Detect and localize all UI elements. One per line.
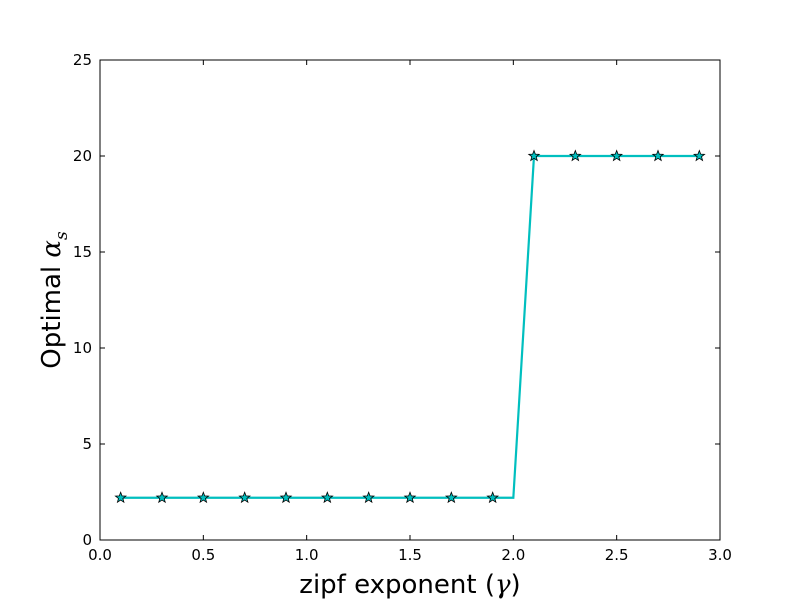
y-tick-label: 25	[73, 51, 92, 69]
data-point-marker	[403, 491, 417, 504]
data-point-marker	[610, 149, 623, 162]
y-tick-label: 20	[73, 147, 92, 165]
plot-area	[114, 149, 706, 504]
y-tick-label: 10	[73, 339, 92, 357]
data-point-marker	[321, 491, 334, 504]
x-tick-label: 0.0	[88, 546, 112, 564]
data-point-marker	[569, 149, 582, 162]
y-axis-label: Optimal αs	[37, 231, 72, 369]
x-tick-label: 0.5	[191, 546, 215, 564]
data-point-marker	[527, 149, 541, 162]
data-point-marker	[693, 149, 706, 162]
data-point-marker	[279, 491, 293, 504]
x-tick-label: 2.0	[501, 546, 525, 564]
data-point-marker	[486, 491, 499, 504]
y-tick-label: 15	[73, 243, 92, 261]
series-line	[120, 154, 700, 499]
x-tick-label: 1.5	[398, 546, 422, 564]
x-tick-label: 1.0	[295, 546, 319, 564]
plot-frame	[99, 59, 721, 541]
y-tick-label: 5	[82, 435, 92, 453]
data-point-marker	[238, 491, 251, 504]
x-tick-label: 2.5	[605, 546, 629, 564]
data-point-marker	[197, 491, 210, 504]
x-axis-label: zipf exponent (γ)	[299, 570, 520, 600]
data-point-marker	[445, 491, 458, 504]
data-point-marker	[651, 149, 665, 162]
data-point-marker	[362, 491, 375, 504]
data-point-marker	[114, 491, 127, 504]
data-point-marker	[155, 491, 169, 504]
y-tick-label: 0	[82, 531, 92, 549]
x-tick-label: 3.0	[708, 546, 732, 564]
